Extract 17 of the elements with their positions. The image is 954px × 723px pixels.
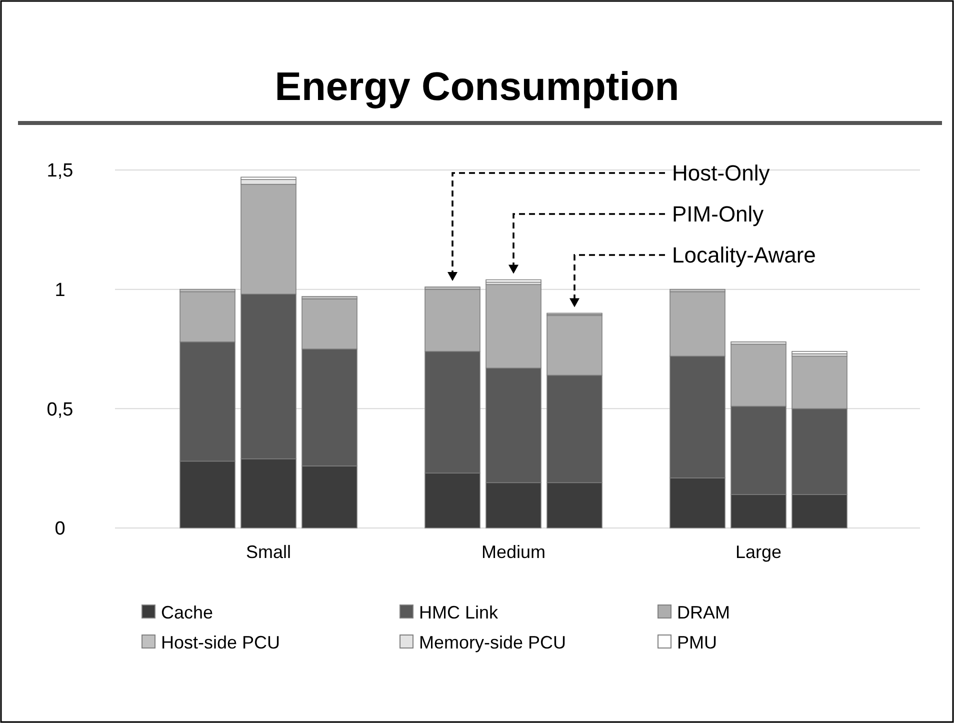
legend-label: PMU (677, 632, 717, 652)
y-tick-label: 1,5 (46, 160, 74, 182)
x-tick-label: Small (246, 542, 292, 562)
chart-title: Energy Consumption (274, 65, 680, 109)
legend-label: Memory-side PCU (419, 632, 566, 652)
legend-label: DRAM (677, 602, 730, 622)
x-tick-label: Medium (481, 542, 546, 562)
y-tick-label: 1 (54, 280, 66, 301)
legend-label: Host-side PCU (161, 632, 280, 652)
legend-label: Cache (161, 602, 214, 622)
annotation: PIM-Only (672, 202, 764, 227)
x-tick-label: Large (735, 542, 782, 562)
annotation: Locality-Aware (672, 242, 816, 268)
y-tick-label: 0 (54, 518, 66, 540)
y-tick-label: 0,5 (46, 399, 74, 420)
annotation: Host-Only (672, 160, 770, 186)
legend-label: HMC Link (419, 602, 500, 622)
